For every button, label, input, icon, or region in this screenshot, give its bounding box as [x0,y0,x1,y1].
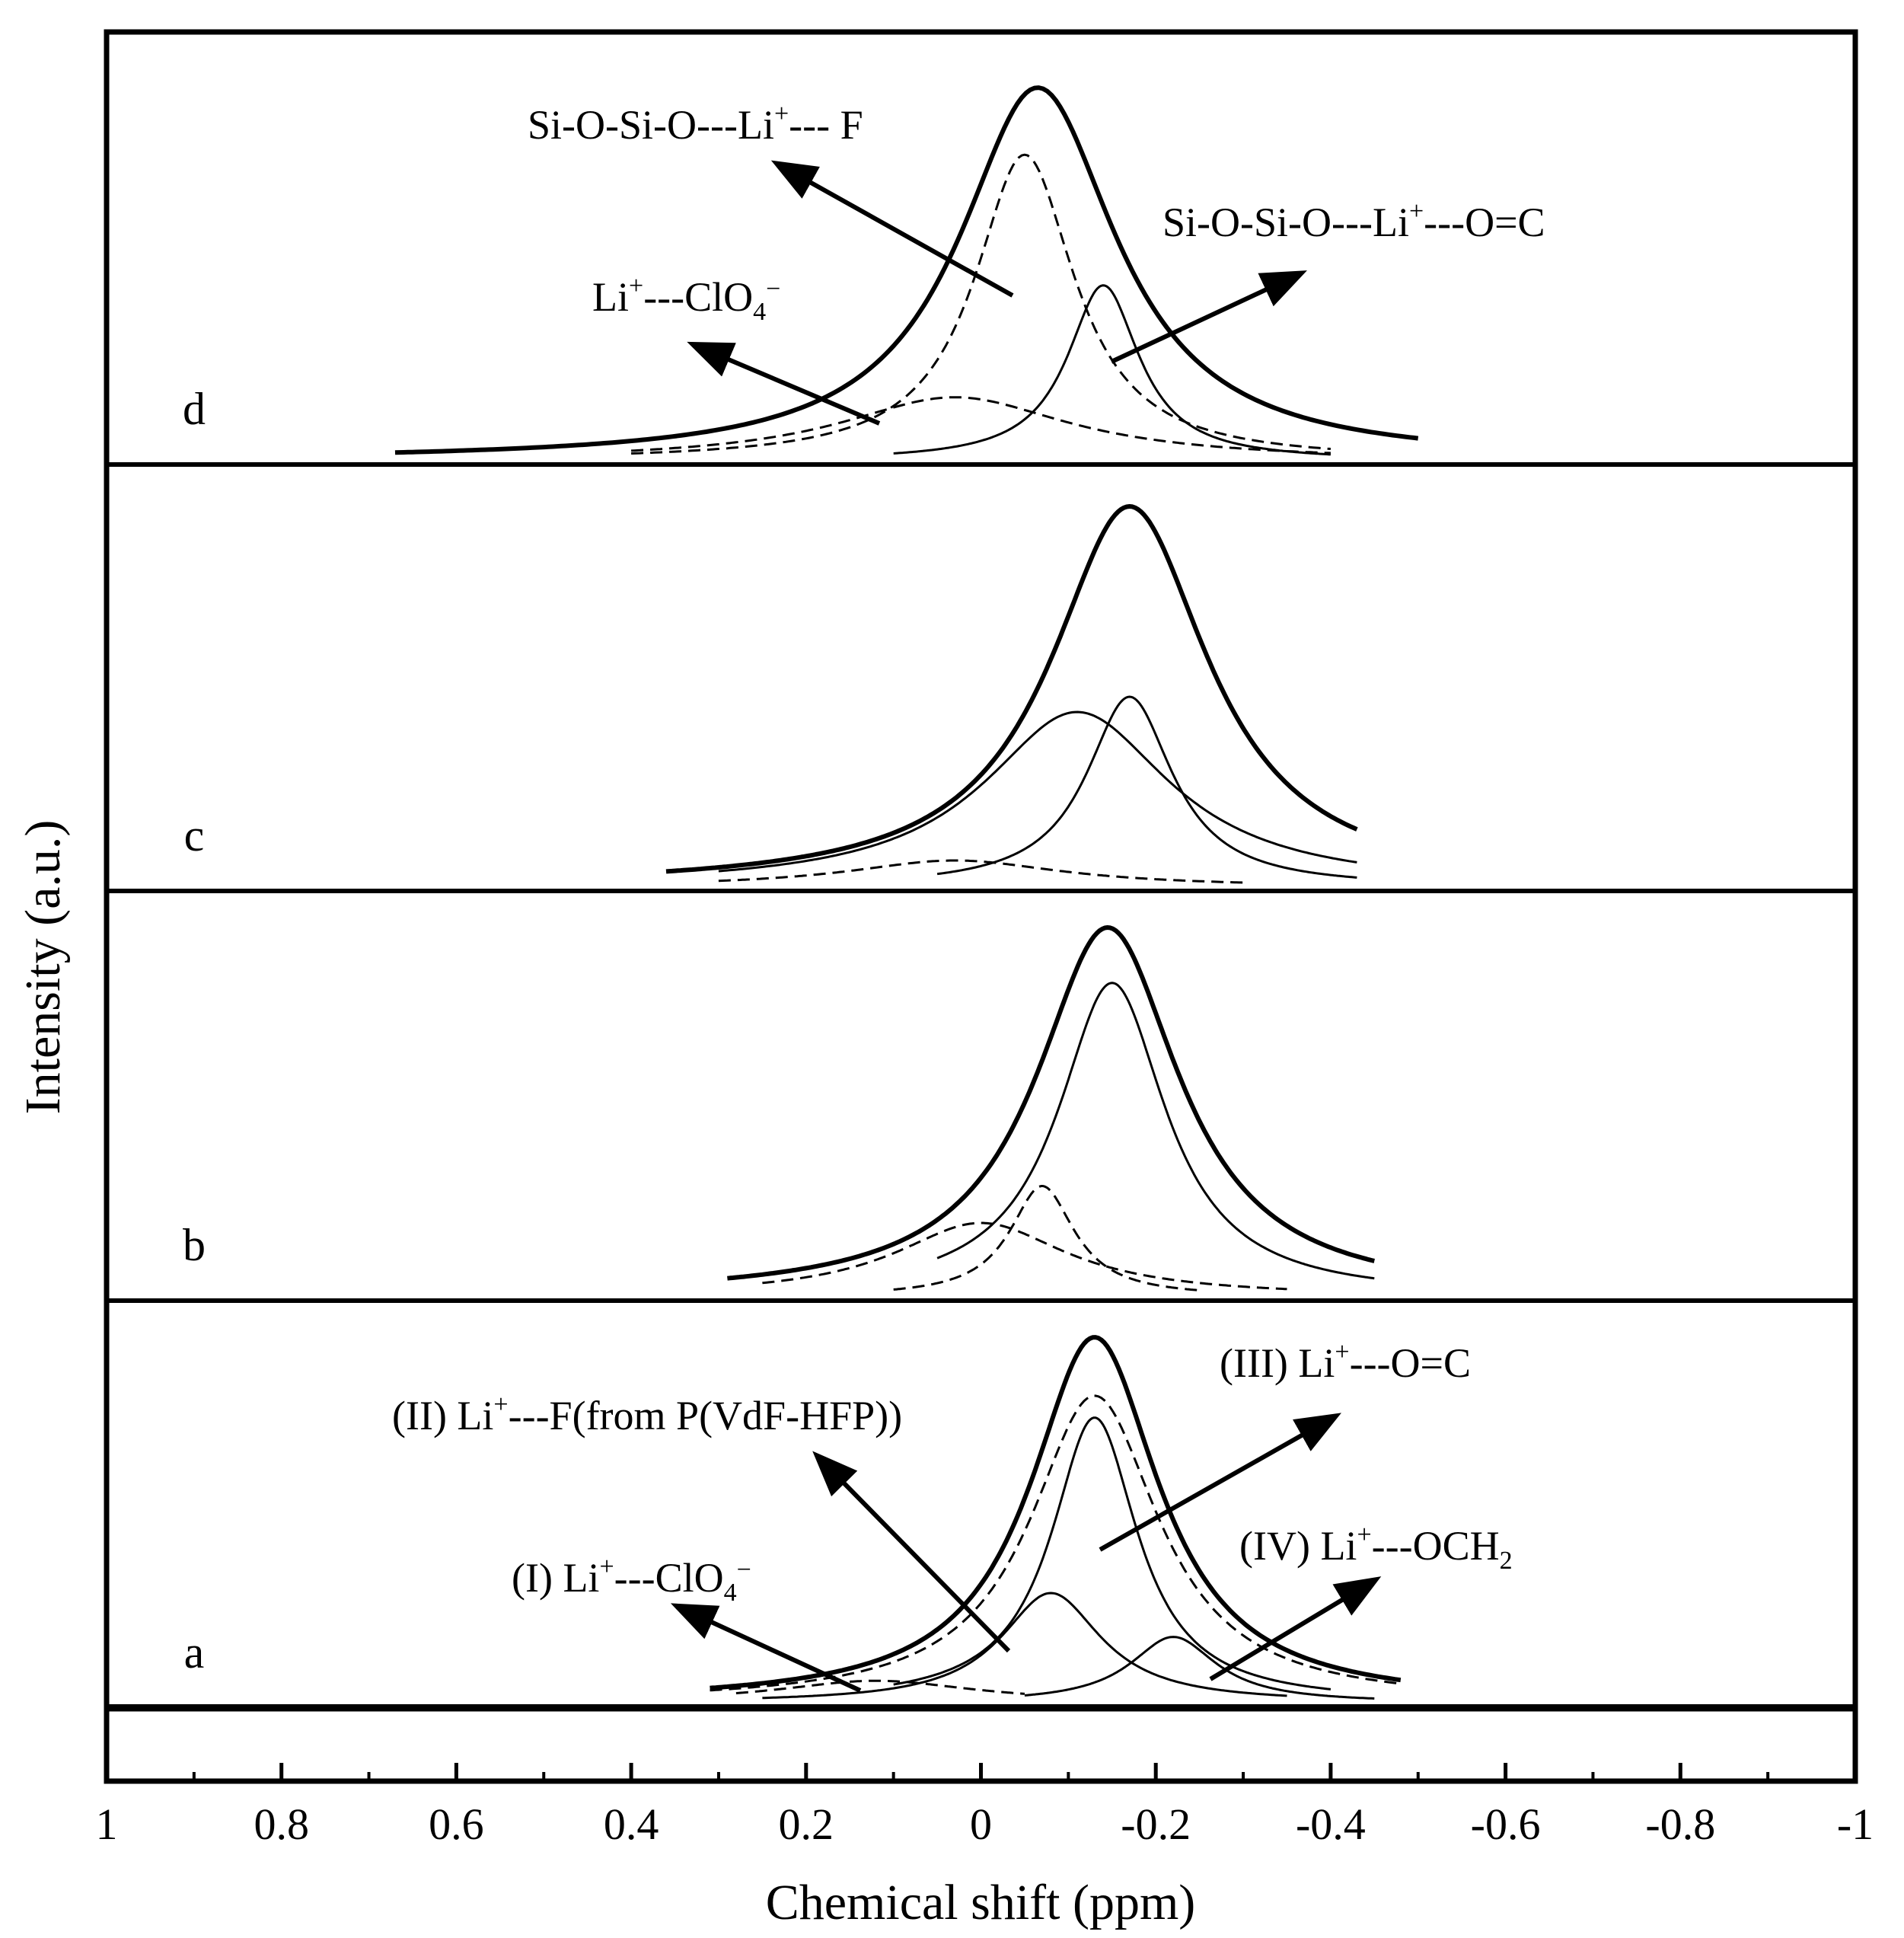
x-axis: 1 0.8 0.6 0.4 0.2 0 -0.2 -0.4 -0.6 -0.8 -1 [96,1763,1874,1849]
panel-c-series-3 [718,859,1244,884]
panel-a-series-0 [710,1335,1402,1691]
panel-b-series-0 [727,925,1375,1281]
x-tick-label: 0.8 [254,1799,309,1849]
annotation-d-si-f: Si-O-Si-O---Li+--- F [528,100,1014,298]
annotation-d-si-oc: Si-O-Si-O---Li+---O=C [1110,197,1545,364]
panel-a-series-4 [893,1416,1332,1691]
annotation-arrow [1099,1413,1341,1552]
panel-a-series-3 [762,1592,1287,1700]
x-tick-label: 0.4 [604,1799,659,1849]
panels-layer: a b c d [107,85,1855,1709]
panel-a-series-5 [1024,1636,1375,1700]
panel-d-series-2 [631,396,1331,455]
annotation-text: Li+---ClO4− [592,272,780,326]
panel-c: c [107,504,1855,893]
annotation-a-II: (II) Li+---F(from P(VdF-HFP)) [392,1390,1011,1653]
panel-b-series-2 [893,1185,1200,1291]
panel-c-series-0 [665,504,1358,874]
plot-frame [104,29,1858,1784]
annotation-text: (III) Li+---O=C [1220,1338,1471,1386]
annotation-arrow [770,160,1014,298]
annotation-a-I: (I) Li+---ClO4− [512,1553,862,1693]
annotation-text: (I) Li+---ClO4− [512,1553,751,1607]
panel-d-series-1 [631,153,1331,455]
x-tick-label: -0.6 [1471,1799,1541,1849]
panel-a: a [107,1335,1855,1709]
panel-label-a: a [184,1627,205,1678]
x-tick-label: -1 [1837,1799,1874,1849]
x-tick-label: 0.2 [779,1799,834,1849]
annotation-a-IV: (IV) Li+---OCH2 [1209,1521,1513,1681]
panel-label-b: b [183,1220,206,1270]
annotation-text: (IV) Li+---OCH2 [1239,1521,1513,1575]
x-tick-label: -0.4 [1296,1799,1366,1849]
annotation-d-clo4: Li+---ClO4− [592,272,881,426]
annotation-a-III: (III) Li+---O=C [1099,1338,1471,1552]
y-axis-title: Intensity (a.u.) [15,820,71,1115]
panel-a-series-1 [710,1394,1401,1692]
annotation-arrow [812,1451,1011,1653]
panel-d-series-0 [394,85,1419,455]
panel-b-series-3 [762,1221,1287,1291]
annotation-arrow [687,341,881,426]
annotation-text: (II) Li+---F(from P(VdF-HFP)) [392,1390,902,1438]
panel-label-d: d [183,384,206,434]
panel-b: b [107,925,1855,1303]
annotation-arrow [1110,270,1307,364]
panel-d-series-3 [893,284,1331,456]
annotation-text: Si-O-Si-O---Li+--- F [528,100,863,148]
x-tick-label: 0.6 [429,1799,484,1849]
x-tick-label: -0.8 [1645,1799,1715,1849]
panel-c-series-1 [718,710,1357,873]
x-tick-label: 1 [96,1799,118,1849]
annotation-arrow [1209,1576,1382,1681]
panel-a-series-2 [735,1679,1025,1695]
x-tick-label: -0.2 [1121,1799,1191,1849]
panel-b-series-1 [936,982,1375,1280]
panel-d: d [107,85,1855,467]
annotation-arrow [670,1603,862,1693]
panel-c-series-2 [936,695,1357,879]
x-axis-title: Chemical shift (ppm) [766,1875,1196,1930]
panel-label-c: c [184,810,205,860]
annotation-text: Si-O-Si-O---Li+---O=C [1162,197,1545,245]
x-tick-label: 0 [970,1799,992,1849]
